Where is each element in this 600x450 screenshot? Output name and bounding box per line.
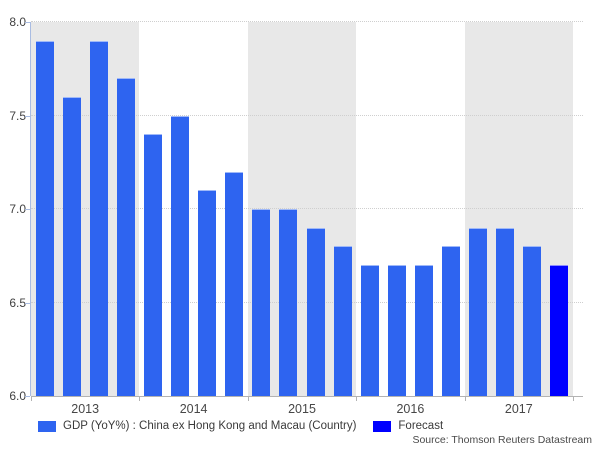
y-axis-tick [25, 22, 30, 23]
bar-2017-q3 [523, 246, 542, 396]
bar-2013-q3 [89, 40, 108, 396]
bar-2016-q2 [387, 265, 406, 396]
x-axis-tick [139, 397, 141, 401]
x-axis-tick [247, 397, 249, 401]
bar-2014-q3 [198, 190, 217, 396]
x-axis-tick [573, 397, 574, 401]
x-axis-label-2014: 2014 [179, 402, 208, 416]
x-axis-tick [464, 397, 466, 401]
bar-2017-q2 [496, 227, 515, 396]
x-axis-line [31, 396, 583, 397]
bar-2016-q4 [442, 246, 461, 396]
forecast-series-swatch [373, 420, 392, 432]
y-axis-label: 6.0 [9, 389, 26, 403]
gdp-series-swatch [38, 420, 56, 432]
bar-2014-q2 [171, 115, 190, 396]
gridline-8.0 [31, 21, 583, 22]
bar-2015-q3 [306, 227, 325, 396]
bar-2015-q4 [333, 246, 352, 396]
source-note: Source: Thomson Reuters Datastream [412, 434, 592, 446]
y-axis-label: 6.5 [9, 295, 26, 310]
bar-2013-q1 [35, 40, 54, 396]
y-axis-label: 7.5 [9, 108, 26, 123]
y-axis-tick [25, 209, 30, 210]
gridline-7.0 [31, 208, 583, 209]
x-axis-label-2017: 2017 [504, 402, 533, 416]
forecast-series-label: Forecast [398, 420, 444, 432]
bar-2013-q4 [116, 78, 135, 396]
y-axis-label: 8.0 [9, 15, 26, 29]
gridline-7.5 [31, 114, 583, 116]
x-axis-label-2016: 2016 [396, 402, 425, 416]
bar-2015-q2 [279, 209, 298, 396]
x-axis-label-2015: 2015 [288, 402, 316, 416]
bar-2016-q1 [360, 265, 379, 396]
x-axis-tick [31, 397, 32, 401]
y-axis-tick [25, 396, 30, 397]
gdp-series-label: GDP (YoY%) : China ex Hong Kong and Maca… [63, 420, 357, 432]
bar-2014-q1 [143, 134, 162, 396]
bar-2013-q2 [62, 96, 81, 396]
legend: GDP (YoY%) : China ex Hong Kong and Maca… [38, 419, 443, 433]
y-axis-line [30, 22, 31, 396]
bar-2015-q1 [252, 209, 271, 396]
x-axis-label-2013: 2013 [71, 402, 100, 416]
y-axis-tick [25, 302, 30, 304]
bar-2017-q4 [550, 265, 569, 396]
y-axis-tick [25, 115, 30, 117]
y-axis-label: 7.0 [9, 202, 26, 216]
bar-2016-q3 [414, 265, 433, 396]
bar-2017-q1 [469, 227, 488, 396]
bar-2014-q4 [225, 171, 244, 396]
x-axis-tick [356, 397, 358, 401]
